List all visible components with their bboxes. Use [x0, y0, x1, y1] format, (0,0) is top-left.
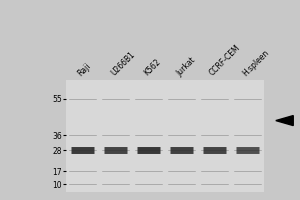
Bar	[132, 80, 165, 192]
Text: K562: K562	[142, 58, 162, 78]
Bar	[231, 80, 264, 192]
Text: CCRF-CEM: CCRF-CEM	[208, 43, 242, 78]
Text: Jurkat: Jurkat	[175, 55, 197, 78]
Polygon shape	[276, 116, 293, 126]
Text: Raji: Raji	[76, 61, 93, 78]
Bar	[66, 80, 99, 192]
Bar	[165, 80, 198, 192]
Text: H.spleen: H.spleen	[241, 48, 271, 78]
Bar	[99, 80, 132, 192]
Text: U266B1: U266B1	[109, 50, 136, 78]
Bar	[198, 80, 231, 192]
